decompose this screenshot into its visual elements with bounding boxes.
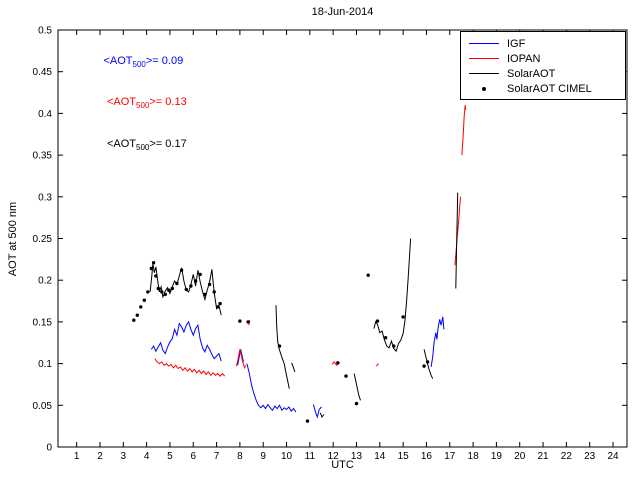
x-tick-label: 1 bbox=[74, 451, 80, 462]
x-tick-label: 11 bbox=[305, 451, 316, 462]
annotation-text: >= 0.09 bbox=[145, 54, 184, 67]
legend-item-igf: IGF bbox=[461, 36, 625, 51]
annotation-text: <AOT bbox=[106, 138, 137, 151]
chart-title: 18-Jun-2014 bbox=[311, 6, 374, 18]
x-tick-label: 16 bbox=[421, 451, 433, 462]
annotation-subscript: 500 bbox=[136, 100, 150, 110]
legend-label-solaraot-cimel: SolarAOT CIMEL bbox=[507, 82, 592, 95]
legend-item-solaraot-cimel: SolarAOT CIMEL bbox=[461, 81, 625, 96]
y-tick-label: 0.2 bbox=[38, 276, 52, 287]
iopan-line-swatch bbox=[469, 58, 499, 59]
annotation-subscript: 500 bbox=[136, 143, 150, 153]
x-tick-label: 19 bbox=[491, 451, 503, 462]
annotation-text: <AOT bbox=[106, 95, 137, 108]
y-tick-label: 0.05 bbox=[33, 401, 53, 412]
solaraot-line-swatch bbox=[469, 73, 499, 74]
x-tick-label: 13 bbox=[351, 451, 363, 462]
annotation-text: <AOT bbox=[103, 54, 133, 67]
x-tick-label: 18 bbox=[468, 451, 480, 462]
solaraot-cimel-dot-swatch bbox=[482, 86, 486, 91]
x-tick-label: 2 bbox=[97, 451, 103, 462]
x-tick-label: 20 bbox=[514, 451, 526, 462]
annotation-mean-aot-solaraot: <AOT500>= 0.17 bbox=[107, 138, 187, 152]
legend-item-iopan: IOPAN bbox=[461, 51, 625, 66]
annotation-mean-aot-iopan: <AOT500>= 0.13 bbox=[107, 96, 187, 110]
x-tick-label: 7 bbox=[214, 451, 220, 462]
x-tick-label: 21 bbox=[537, 451, 549, 462]
x-tick-label: 4 bbox=[144, 451, 150, 462]
x-tick-label: 8 bbox=[237, 451, 243, 462]
x-axis-label: UTC bbox=[331, 459, 354, 471]
x-tick-label: 17 bbox=[444, 451, 456, 462]
igf-line-swatch bbox=[469, 43, 499, 44]
x-tick-label: 10 bbox=[281, 451, 293, 462]
scatter-solaraot-cimel bbox=[132, 261, 430, 423]
y-tick-label: 0.4 bbox=[38, 109, 52, 120]
annotation-text: >= 0.17 bbox=[149, 138, 187, 151]
axis-ticks: 1 2 3 4 5 6 7 8 9 10 11 12 13 14 15 16 17 18 19 20 21 22 23 240… bbox=[33, 26, 627, 462]
x-tick-label: 12 bbox=[328, 451, 340, 462]
y-tick-label: 0.15 bbox=[33, 317, 53, 328]
annotation-subscript: 500 bbox=[132, 59, 146, 69]
series-igf bbox=[150, 316, 445, 419]
x-tick-label: 14 bbox=[374, 451, 386, 462]
series-iopan bbox=[154, 105, 467, 377]
y-tick-label: 0.5 bbox=[38, 26, 52, 37]
x-tick-label: 9 bbox=[260, 451, 266, 462]
y-tick-label: 0 bbox=[46, 443, 52, 454]
legend-item-solaraot: SolarAOT bbox=[461, 66, 625, 81]
legend: IGF IOPAN SolarAOT SolarAOT CIMEL bbox=[460, 31, 626, 100]
x-tick-label: 24 bbox=[607, 451, 619, 462]
annotation-text: >= 0.13 bbox=[149, 95, 187, 108]
y-tick-label: 0.25 bbox=[33, 234, 53, 245]
x-tick-label: 5 bbox=[167, 451, 173, 462]
x-tick-label: 3 bbox=[121, 451, 127, 462]
y-tick-label: 0.3 bbox=[38, 192, 52, 203]
series-solaraot bbox=[149, 192, 459, 419]
y-tick-label: 0.35 bbox=[33, 151, 53, 162]
legend-label-solaraot: SolarAOT bbox=[507, 67, 556, 80]
x-tick-label: 6 bbox=[190, 451, 196, 462]
y-tick-label: 0.1 bbox=[38, 359, 52, 370]
x-tick-label: 22 bbox=[561, 451, 573, 462]
y-tick-label: 0.45 bbox=[33, 67, 53, 78]
legend-label-igf: IGF bbox=[507, 37, 526, 50]
annotation-mean-aot-igf: <AOT500>= 0.09 bbox=[103, 55, 183, 69]
legend-label-iopan: IOPAN bbox=[507, 52, 541, 65]
x-tick-label: 23 bbox=[584, 451, 596, 462]
x-tick-label: 15 bbox=[398, 451, 410, 462]
